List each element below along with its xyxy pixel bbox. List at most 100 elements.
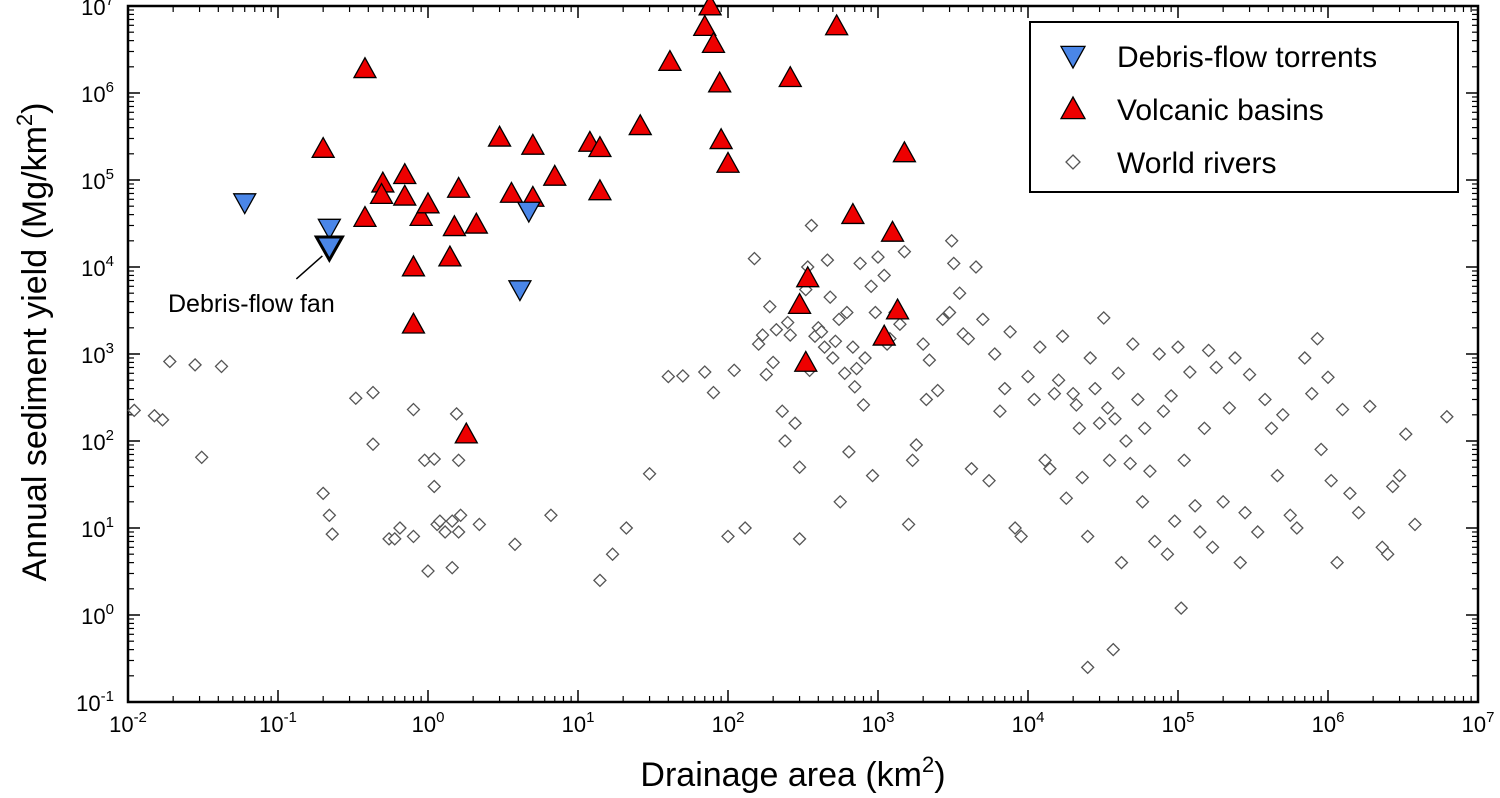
world-river-point [1171,340,1185,355]
legend-triangle-up-icon [1059,95,1087,120]
world-river-point [1066,386,1081,401]
world-river-point [1182,365,1197,379]
world-river-point [508,537,522,552]
world-river-point [1125,337,1140,352]
world-river-point [445,560,460,575]
volcanic-basin-point [657,49,683,71]
world-river-point [788,416,802,431]
world-river-point [1003,324,1018,339]
volcanic-basin-point [446,176,471,198]
volcanic-basin-point [487,124,512,147]
world-river-point [721,529,735,544]
volcanic-basin-point [709,127,734,150]
world-river-point [778,434,792,448]
world-river-point [842,444,856,459]
volcanic-basin-point [311,136,336,158]
world-river-point [427,452,442,466]
world-river-point [1222,401,1237,415]
volcanic-basin-point [707,70,732,93]
world-river-point [1075,470,1090,485]
world-river-point [1135,494,1150,509]
world-river-point [1014,529,1029,544]
world-river-point [762,299,777,314]
annotation-label: Debris-flow fan [168,290,335,318]
world-river-point [1096,310,1111,325]
world-river-point [1160,547,1175,562]
world-river-point [642,466,657,481]
world-river-point [1069,397,1084,412]
world-river-point [544,508,558,523]
world-river-point [1297,351,1312,365]
world-river-point [865,468,880,483]
axes: 10-2 10-1 100 101 102 103 104 105 106 10710-11001… [12,0,1494,794]
world-river-point [964,461,979,476]
world-river-point [1264,421,1279,436]
world-river-point [1242,367,1257,382]
world-river-point [1059,491,1074,506]
world-river-point [1304,386,1319,401]
world-river-point [975,312,990,327]
world-river-point [1270,468,1285,483]
annotation: Debris-flow fan [168,255,335,318]
world-river-point [1027,392,1042,407]
world-river-point [1310,331,1325,346]
volcanic-basin-point [520,133,545,155]
world-river-point [1289,521,1304,535]
y-tick-label: 104 [81,253,114,281]
world-river-point [916,337,931,352]
world-river-point [1092,416,1107,431]
world-river-point [1055,329,1070,344]
world-river-point [188,357,202,372]
world-river-point [792,460,807,475]
world-river-point [366,437,380,452]
legend-box [1029,21,1459,193]
world-river-point [1330,555,1345,570]
legend-label: World rivers [1117,147,1276,180]
world-river-point [1385,479,1400,494]
world-river-point [432,514,447,529]
world-river-point [817,340,832,355]
volcanic-basin-point [715,151,741,173]
world-river-point [919,392,934,407]
world-river-point [946,256,961,271]
world-river-point [804,218,819,233]
world-river-point [839,305,854,320]
world-river-point [421,564,435,578]
world-river-point [1398,427,1413,442]
world-river-point [1143,464,1157,479]
volcanic-basin-point [437,244,463,267]
world-river-point [1102,453,1117,468]
world-river-point [1335,402,1350,417]
y-tick-label: 100 [81,601,114,629]
world-river-point [751,337,766,352]
world-river-point [1106,642,1121,657]
world-river-point [1021,369,1035,384]
world-river-point [1228,351,1242,365]
world-river-point [856,397,871,412]
world-river-point [1380,547,1395,562]
world-river-point [348,391,363,406]
world-river-point [1147,534,1162,549]
legend-triangle-down-icon [1059,45,1087,70]
x-tick-label: 102 [712,709,745,737]
x-tick-label: 104 [1012,709,1045,737]
volcanic-basin-point [885,297,910,320]
world-river-point [438,525,453,539]
world-river-point [901,517,916,532]
world-river-point [997,381,1012,396]
world-river-point [871,250,885,265]
world-river-point [759,367,774,382]
y-tick-label: 107 [81,0,114,20]
world-river-point [661,369,676,384]
world-river-point [935,312,950,327]
y-axis-title: Annual sediment yield (Mg/km2) [12,103,54,582]
volcanic-basin-point [872,323,897,346]
world-river-point [1205,540,1220,555]
world-river-point [1351,505,1366,520]
world-river-point [858,351,872,365]
world-river-point [969,260,983,274]
data-points [127,0,1454,675]
world-river-point [905,453,920,468]
world-river-point [1008,521,1022,535]
world-river-point [1108,411,1122,426]
